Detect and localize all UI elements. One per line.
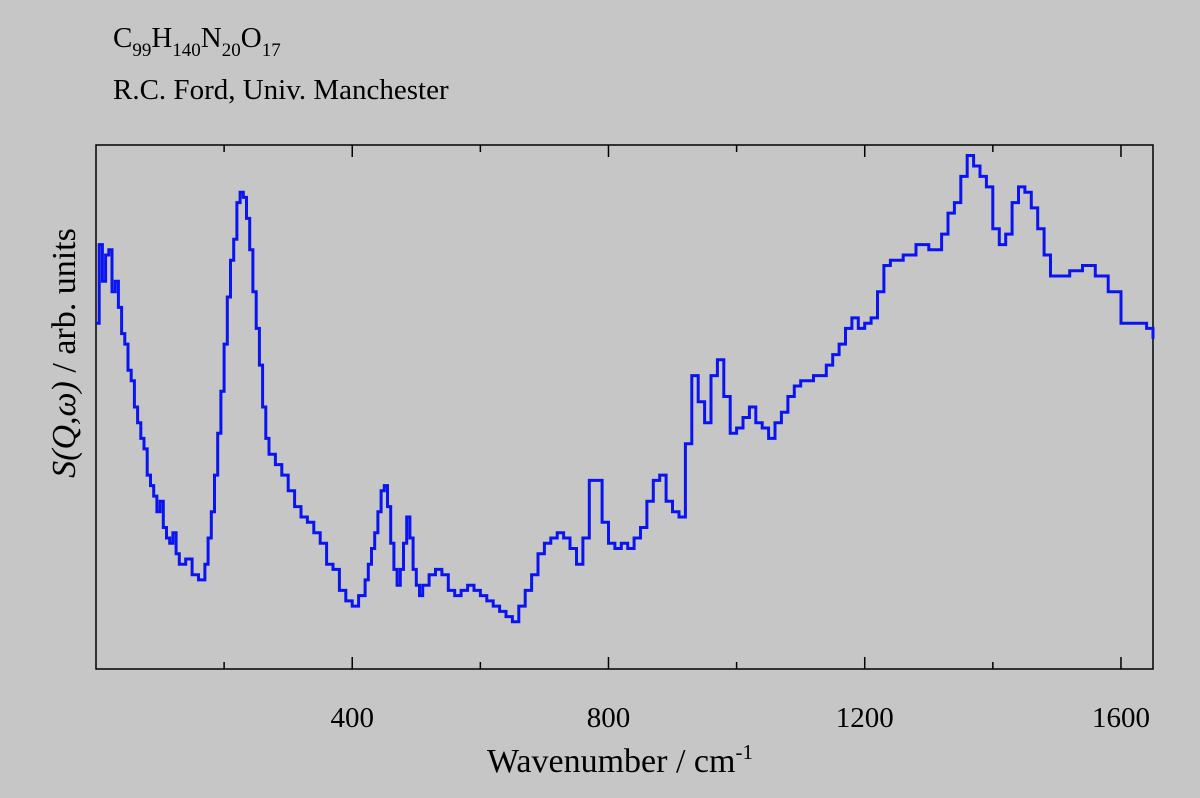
minor-ticks: [223, 145, 994, 669]
formula-subscript: 20: [222, 40, 241, 61]
formula-element: C: [113, 22, 132, 54]
x-tick-label: 1600: [1092, 702, 1150, 734]
attribution-text: R.C. Ford, Univ. Manchester: [113, 74, 449, 106]
x-tick-label: 400: [330, 702, 374, 734]
x-tick-label: 800: [587, 702, 631, 734]
formula-element: N: [201, 22, 222, 54]
formula-subscript: 17: [262, 40, 281, 61]
formula-subscript: 99: [132, 40, 151, 61]
x-axis-ticks: 400 800 1200 1600: [330, 145, 1150, 734]
formula-element: H: [151, 22, 172, 54]
y-axis-label: S(Q,ω) / arb. units: [46, 228, 83, 478]
x-axis-label: Wavenumber / cm-1: [487, 740, 753, 780]
x-tick-label: 1200: [836, 702, 894, 734]
formula-subscript: 140: [172, 40, 201, 61]
formula-element: O: [241, 22, 262, 54]
chart-header: C99H140N20O17 R.C. Ford, Univ. Mancheste…: [113, 22, 449, 106]
chemical-formula: C99H140N20O17: [113, 22, 281, 61]
series-line: [96, 154, 1155, 624]
plot-frame: [95, 144, 1154, 670]
